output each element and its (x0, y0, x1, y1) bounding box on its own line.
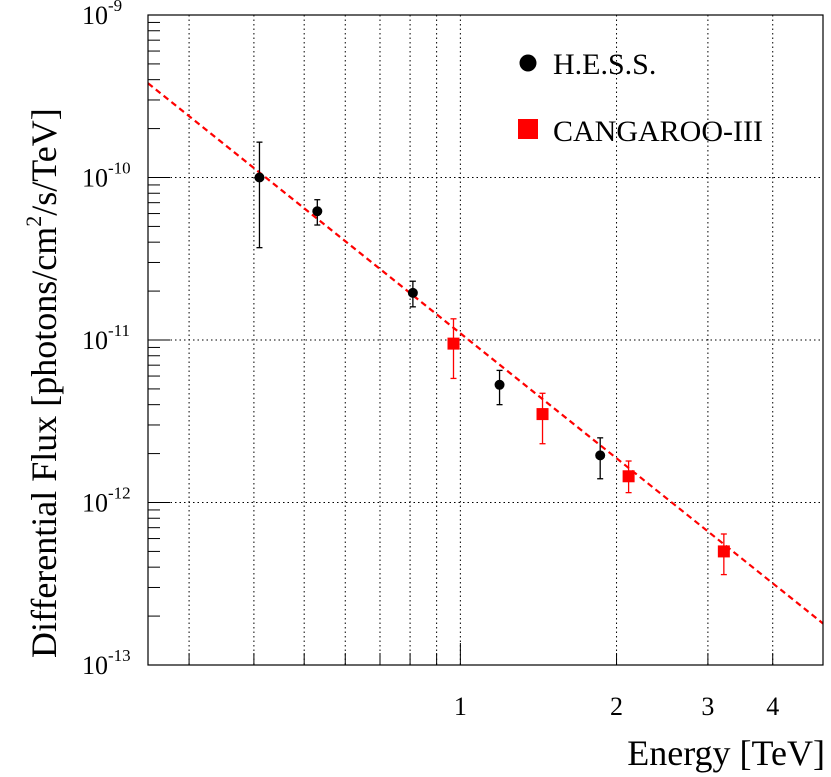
y-axis-title: Differential Flux [photons/cm2/s/TeV] (21, 108, 64, 658)
y-tick-label-exponent: -13 (108, 646, 131, 665)
y-tick-label: 10-9 (82, 0, 122, 30)
hess-point (312, 206, 323, 217)
y-tick-label: 10-12 (82, 484, 131, 518)
y-tick-label-base: 10 (82, 1, 108, 30)
y-tick-label-exponent: -10 (108, 159, 131, 178)
hess-point (407, 287, 418, 298)
x-tick-label: 2 (610, 692, 623, 721)
x-axis-title: Energy [TeV] (627, 733, 825, 773)
hess-point (494, 379, 505, 390)
legend-label-cangaroo: CANGAROO-III (553, 115, 763, 148)
legend-marker-hess (519, 54, 537, 72)
legend-label-hess: H.E.S.S. (553, 48, 656, 81)
hess-point (595, 450, 606, 461)
y-tick-label-exponent: -11 (108, 321, 130, 340)
marker-layer (254, 141, 730, 576)
legend: H.E.S.S. CANGAROO-III (518, 48, 763, 148)
y-tick-label-base: 10 (82, 164, 108, 193)
grid-layer (148, 15, 823, 665)
cangaroo-point (622, 470, 635, 483)
fit-line (147, 82, 824, 625)
y-axis-title-superscript: 2 (21, 216, 46, 227)
x-tick-label: 1 (454, 692, 467, 721)
y-tick-label: 10-10 (82, 159, 131, 193)
legend-marker-cangaroo (518, 119, 538, 139)
y-tick-label-base: 10 (82, 326, 108, 355)
y-tick-label: 10-13 (82, 646, 131, 680)
x-tick-label: 4 (766, 692, 779, 721)
y-tick-label-base: 10 (82, 489, 108, 518)
cangaroo-point (447, 337, 460, 350)
y-tick-label-base: 10 (82, 651, 108, 680)
y-tick-label-exponent: -12 (108, 484, 131, 503)
y-tick-label-exponent: -9 (108, 0, 122, 15)
x-tick-label: 3 (701, 692, 714, 721)
hess-point (254, 172, 265, 183)
y-axis-title-suffix: /s/TeV] (24, 108, 64, 215)
cangaroo-point (536, 408, 549, 421)
fit-layer (147, 82, 824, 625)
y-tick-label: 10-11 (82, 321, 130, 355)
y-axis-title-prefix: Differential Flux [photons/cm (24, 227, 64, 658)
cangaroo-point (717, 545, 730, 558)
